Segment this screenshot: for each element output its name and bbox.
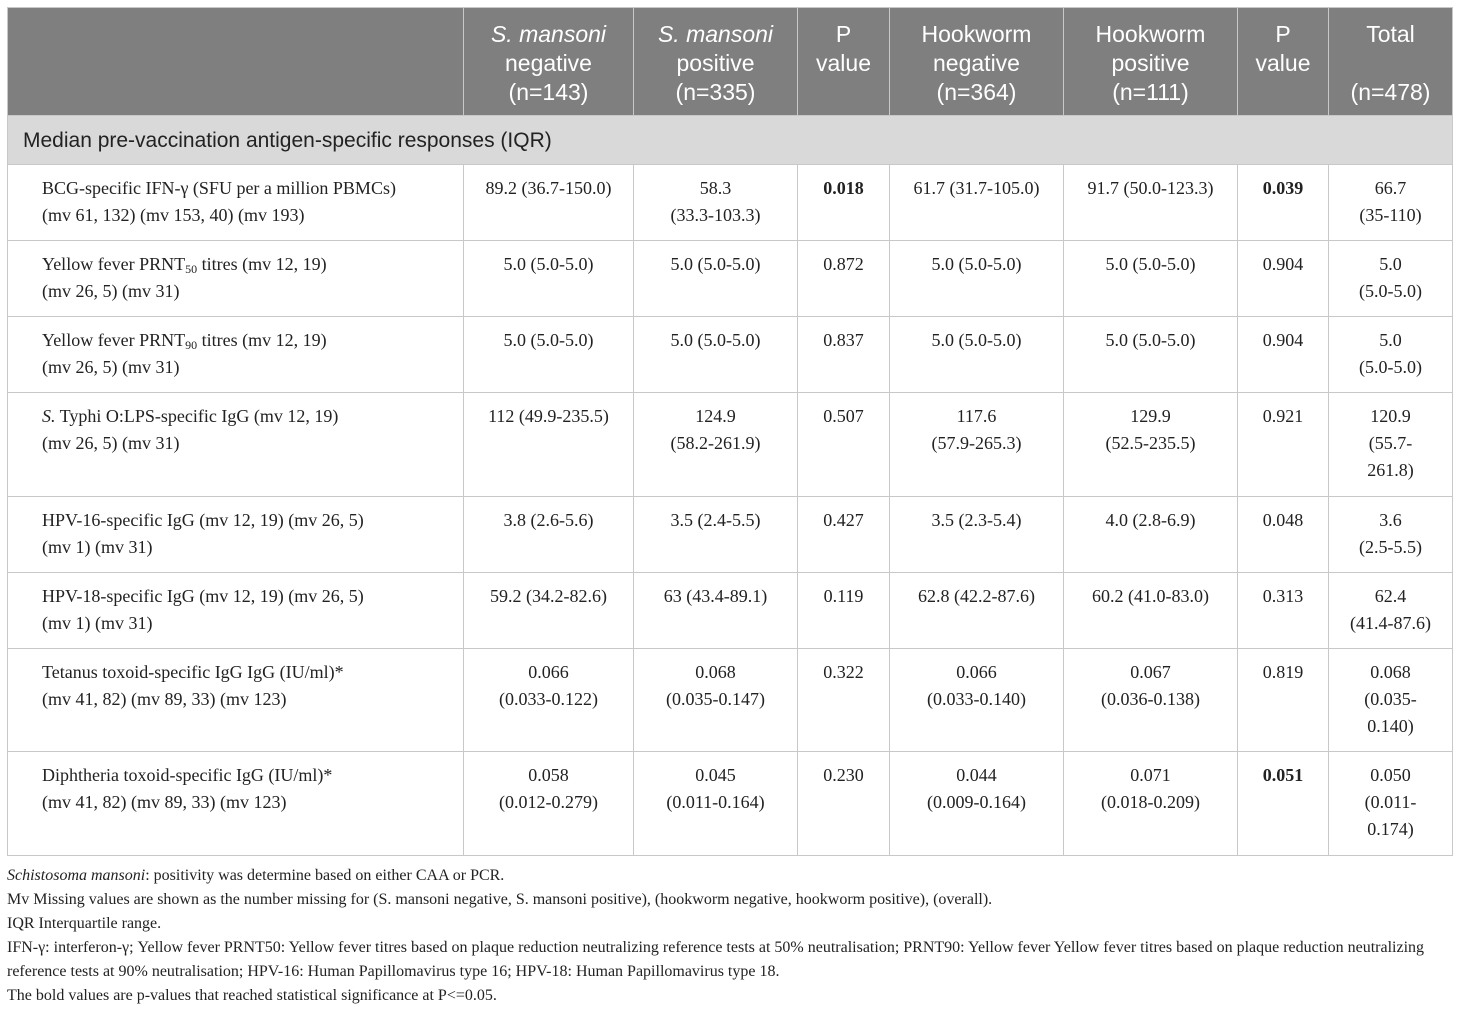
table-row: HPV-18-specific IgG (mv 12, 19) (mv 26, … (7, 572, 1453, 649)
row-label: Yellow fever PRNT90 titres (mv 12, 19) (… (7, 316, 464, 393)
cell-p-value-2: 0.819 (1237, 648, 1329, 752)
header-hookworm-negative: Hookworm negative (n=364) (889, 7, 1064, 116)
cell-smansoni-negative: 112 (49.9-235.5) (463, 392, 634, 497)
footnote-iqr: IQR Interquartile range. (7, 915, 162, 932)
cell-p-value-1: 0.322 (797, 648, 890, 752)
cell-total: 66.7 (35-110) (1328, 164, 1453, 241)
table-row: HPV-16-specific IgG (mv 12, 19) (mv 26, … (7, 496, 1453, 573)
results-table: S. mansoni negative (n=143) S. mansoni p… (7, 7, 1453, 856)
table-row: S. Typhi O:LPS-specific IgG (mv 12, 19) … (7, 392, 1453, 497)
cell-p-value-2: 0.039 (1237, 164, 1329, 241)
cell-hookworm-negative: 0.044 (0.009-0.164) (889, 751, 1064, 856)
cell-hookworm-negative: 62.8 (42.2-87.6) (889, 572, 1064, 649)
cell-smansoni-positive: 5.0 (5.0-5.0) (633, 240, 798, 317)
cell-hookworm-positive: 0.071 (0.018-0.209) (1063, 751, 1238, 856)
cell-total: 62.4 (41.4-87.6) (1328, 572, 1453, 649)
header-total: Total (n=478) (1328, 7, 1453, 116)
footnotes: Schistosoma mansoni: positivity was dete… (7, 864, 1452, 1008)
table-row: Yellow fever PRNT50 titres (mv 12, 19) (… (7, 240, 1453, 317)
cell-smansoni-positive: 0.068 (0.035-0.147) (633, 648, 798, 752)
cell-smansoni-negative: 0.066 (0.033-0.122) (463, 648, 634, 752)
cell-hookworm-positive: 4.0 (2.8-6.9) (1063, 496, 1238, 573)
row-label: Tetanus toxoid-specific IgG IgG (IU/ml)*… (7, 648, 464, 752)
cell-hookworm-negative: 5.0 (5.0-5.0) (889, 240, 1064, 317)
cell-p-value-1: 0.230 (797, 751, 890, 856)
cell-smansoni-positive: 3.5 (2.4-5.5) (633, 496, 798, 573)
cell-hookworm-negative: 117.6 (57.9-265.3) (889, 392, 1064, 497)
cell-p-value-2: 0.048 (1237, 496, 1329, 573)
row-label: BCG-specific IFN-γ (SFU per a million PB… (7, 164, 464, 241)
footnote-smansoni: Schistosoma mansoni: positivity was dete… (7, 867, 505, 884)
header-corner (7, 7, 464, 116)
cell-smansoni-positive: 5.0 (5.0-5.0) (633, 316, 798, 393)
row-label: Yellow fever PRNT50 titres (mv 12, 19) (… (7, 240, 464, 317)
cell-smansoni-negative: 0.058 (0.012-0.279) (463, 751, 634, 856)
cell-smansoni-positive: 58.3 (33.3-103.3) (633, 164, 798, 241)
cell-p-value-1: 0.018 (797, 164, 890, 241)
cell-total: 0.050 (0.011- 0.174) (1328, 751, 1453, 856)
table-row: BCG-specific IFN-γ (SFU per a million PB… (7, 164, 1453, 241)
table-row: Tetanus toxoid-specific IgG IgG (IU/ml)*… (7, 648, 1453, 752)
cell-p-value-2: 0.313 (1237, 572, 1329, 649)
row-label: HPV-18-specific IgG (mv 12, 19) (mv 26, … (7, 572, 464, 649)
cell-smansoni-positive: 124.9 (58.2-261.9) (633, 392, 798, 497)
cell-p-value-1: 0.872 (797, 240, 890, 317)
cell-total: 0.068 (0.035- 0.140) (1328, 648, 1453, 752)
header-hookworm-positive: Hookworm positive (n=111) (1063, 7, 1238, 116)
header-smansoni-positive: S. mansoni positive (n=335) (633, 7, 798, 116)
cell-smansoni-negative: 3.8 (2.6-5.6) (463, 496, 634, 573)
row-label: HPV-16-specific IgG (mv 12, 19) (mv 26, … (7, 496, 464, 573)
cell-hookworm-positive: 5.0 (5.0-5.0) (1063, 316, 1238, 393)
footnote-bold-values: The bold values are p-values that reache… (7, 987, 497, 1004)
cell-total: 5.0 (5.0-5.0) (1328, 316, 1453, 393)
table-row: Diphtheria toxoid-specific IgG (IU/ml)* … (7, 751, 1453, 856)
cell-p-value-1: 0.119 (797, 572, 890, 649)
section-title: Median pre-vaccination antigen-specific … (7, 115, 1453, 165)
cell-smansoni-positive: 0.045 (0.011-0.164) (633, 751, 798, 856)
cell-total: 3.6 (2.5-5.5) (1328, 496, 1453, 573)
cell-smansoni-negative: 59.2 (34.2-82.6) (463, 572, 634, 649)
cell-p-value-2: 0.921 (1237, 392, 1329, 497)
cell-hookworm-positive: 0.067 (0.036-0.138) (1063, 648, 1238, 752)
cell-p-value-2: 0.904 (1237, 316, 1329, 393)
cell-p-value-1: 0.427 (797, 496, 890, 573)
footnote-missing-values: Mv Missing values are shown as the numbe… (7, 891, 993, 908)
cell-p-value-2: 0.051 (1237, 751, 1329, 856)
cell-total: 120.9 (55.7- 261.8) (1328, 392, 1453, 497)
cell-hookworm-positive: 60.2 (41.0-83.0) (1063, 572, 1238, 649)
section-row: Median pre-vaccination antigen-specific … (7, 115, 1453, 165)
cell-smansoni-negative: 5.0 (5.0-5.0) (463, 316, 634, 393)
footnote-abbreviations: IFN-γ: interferon-γ; Yellow fever PRNT50… (7, 939, 1425, 980)
table-row: Yellow fever PRNT90 titres (mv 12, 19) (… (7, 316, 1453, 393)
cell-p-value-2: 0.904 (1237, 240, 1329, 317)
cell-p-value-1: 0.837 (797, 316, 890, 393)
header-p-value-1: P value (797, 7, 890, 116)
row-label: Diphtheria toxoid-specific IgG (IU/ml)* … (7, 751, 464, 856)
cell-smansoni-negative: 5.0 (5.0-5.0) (463, 240, 634, 317)
cell-hookworm-negative: 61.7 (31.7-105.0) (889, 164, 1064, 241)
cell-p-value-1: 0.507 (797, 392, 890, 497)
row-label: S. Typhi O:LPS-specific IgG (mv 12, 19) … (7, 392, 464, 497)
header-smansoni-negative: S. mansoni negative (n=143) (463, 7, 634, 116)
header-p-value-2: P value (1237, 7, 1329, 116)
cell-hookworm-positive: 91.7 (50.0-123.3) (1063, 164, 1238, 241)
cell-smansoni-negative: 89.2 (36.7-150.0) (463, 164, 634, 241)
cell-hookworm-negative: 0.066 (0.033-0.140) (889, 648, 1064, 752)
cell-hookworm-negative: 3.5 (2.3-5.4) (889, 496, 1064, 573)
header-row: S. mansoni negative (n=143) S. mansoni p… (7, 7, 1453, 116)
cell-hookworm-negative: 5.0 (5.0-5.0) (889, 316, 1064, 393)
cell-total: 5.0 (5.0-5.0) (1328, 240, 1453, 317)
cell-smansoni-positive: 63 (43.4-89.1) (633, 572, 798, 649)
cell-hookworm-positive: 129.9 (52.5-235.5) (1063, 392, 1238, 497)
cell-hookworm-positive: 5.0 (5.0-5.0) (1063, 240, 1238, 317)
